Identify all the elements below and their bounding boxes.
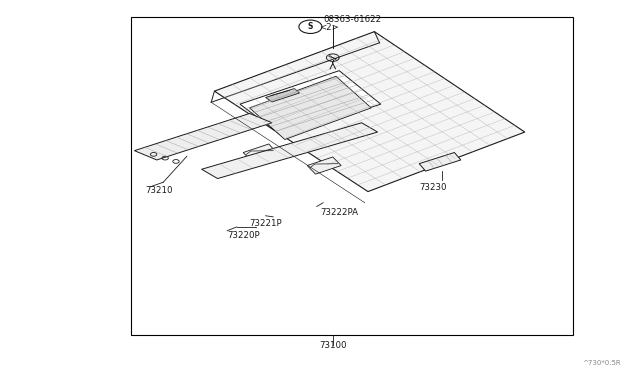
Polygon shape (250, 76, 371, 140)
Polygon shape (202, 123, 378, 179)
Text: 73221P: 73221P (250, 219, 282, 228)
Text: 73210: 73210 (145, 186, 173, 195)
Text: <2>: <2> (319, 23, 339, 32)
Text: ^730*0.5R: ^730*0.5R (582, 360, 621, 366)
Bar (131, 17, 573, 335)
Text: 73220P: 73220P (227, 231, 260, 240)
Polygon shape (419, 153, 461, 171)
Polygon shape (214, 32, 525, 192)
Text: 73230: 73230 (419, 183, 447, 192)
Text: 08363-61622: 08363-61622 (324, 15, 382, 24)
Polygon shape (240, 71, 381, 136)
Text: S: S (308, 22, 313, 31)
Polygon shape (307, 157, 341, 174)
Polygon shape (243, 144, 276, 161)
Polygon shape (266, 89, 300, 102)
Polygon shape (134, 113, 272, 160)
Text: 73222PA: 73222PA (320, 208, 358, 217)
Text: 73100: 73100 (319, 341, 346, 350)
